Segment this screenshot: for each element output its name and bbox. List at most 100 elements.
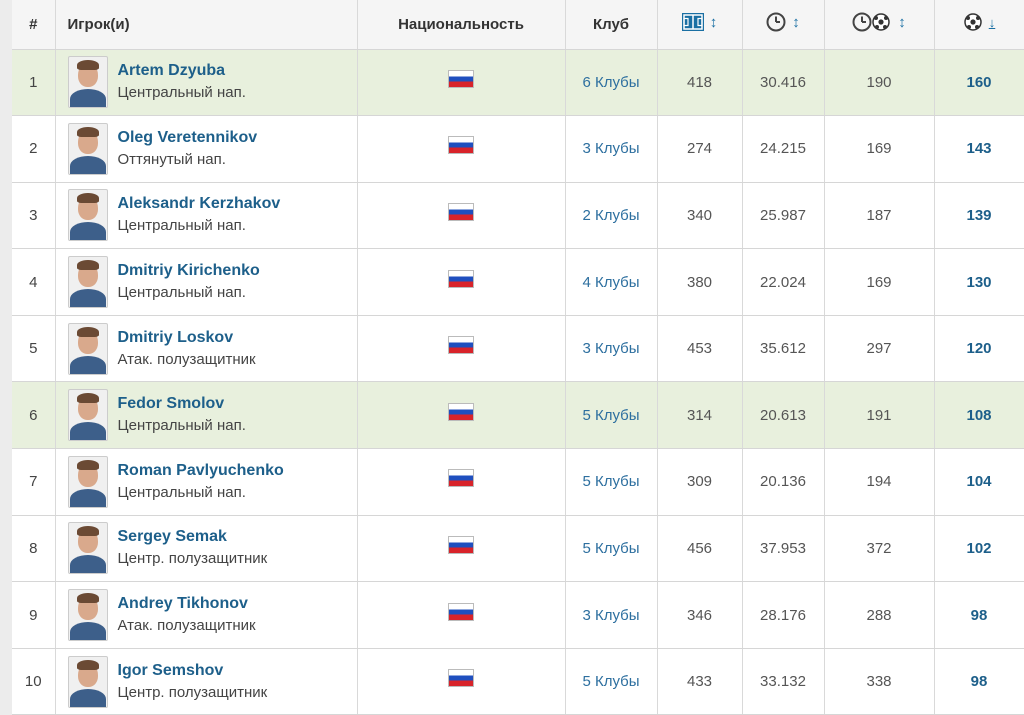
clubs-link[interactable]: 5 Клубы bbox=[582, 473, 640, 491]
goals-cell: 143 bbox=[934, 115, 1024, 183]
clubs-link[interactable]: 5 Клубы bbox=[582, 539, 640, 557]
minutes-per-goal-cell: 169 bbox=[824, 248, 935, 316]
sort-minutes-per-goal-header[interactable]: ↕ bbox=[824, 0, 935, 50]
minutes-cell: 20.136 bbox=[742, 448, 825, 516]
player-cell: Igor Semshov Центр. полузащитник bbox=[55, 648, 358, 715]
player-position: Атак. полузащитник bbox=[117, 617, 256, 635]
table-row: 2 Oleg Veretennikov Оттянутый нап. 3 Клу… bbox=[12, 115, 1024, 183]
goals-cell: 98 bbox=[934, 581, 1024, 649]
goals-cell: 108 bbox=[934, 381, 1024, 450]
nationality-cell bbox=[357, 182, 566, 250]
nationality-cell bbox=[357, 448, 566, 516]
rank-cell: 6 bbox=[12, 381, 56, 450]
sort-minutes-header[interactable]: ↕ bbox=[742, 0, 825, 50]
player-photo[interactable] bbox=[67, 122, 108, 175]
clubs-link[interactable]: 3 Клубы bbox=[582, 606, 640, 624]
table-row: 4 Dmitriy Kirichenko Центральный нап. 4 … bbox=[12, 248, 1024, 316]
player-photo[interactable] bbox=[67, 56, 108, 109]
minutes-per-goal-cell: 194 bbox=[824, 448, 935, 516]
player-cell: Andrey Tikhonov Атак. полузащитник bbox=[55, 581, 358, 649]
russia-flag-icon bbox=[448, 402, 474, 421]
player-photo[interactable] bbox=[67, 589, 108, 642]
player-position: Оттянутый нап. bbox=[117, 150, 226, 168]
top-scorers-table: # Игрок(и) Национальность Клуб ↕ bbox=[12, 0, 1024, 715]
russia-flag-icon bbox=[448, 203, 474, 222]
clock-icon bbox=[766, 12, 786, 32]
pitch-icon bbox=[681, 13, 704, 32]
player-position: Центральный нап. bbox=[117, 217, 246, 235]
player-name-link[interactable]: Aleksandr Kerzhakov bbox=[117, 195, 281, 213]
clubs-link[interactable]: 5 Клубы bbox=[582, 673, 640, 691]
apps-cell: 346 bbox=[657, 581, 743, 649]
sort-toggle-icon: ↕ bbox=[792, 13, 800, 31]
nationality-cell bbox=[357, 248, 566, 316]
player-photo[interactable] bbox=[67, 522, 108, 575]
clubs-link[interactable]: 3 Клубы bbox=[582, 340, 640, 358]
player-name-link[interactable]: Andrey Tikhonov bbox=[117, 595, 248, 613]
minutes-per-goal-cell: 288 bbox=[824, 581, 935, 649]
goals-cell: 98 bbox=[934, 648, 1024, 715]
sort-goals-header[interactable]: ↓ bbox=[934, 0, 1024, 50]
nationality-cell bbox=[357, 115, 566, 183]
player-name-link[interactable]: Fedor Smolov bbox=[117, 395, 225, 413]
rank-cell: 5 bbox=[12, 315, 56, 383]
club-cell: 5 Клубы bbox=[565, 648, 658, 715]
minutes-per-goal-cell: 191 bbox=[824, 381, 935, 450]
minutes-per-goal-cell: 169 bbox=[824, 115, 935, 183]
club-cell: 5 Клубы bbox=[565, 448, 658, 516]
goals-cell: 139 bbox=[934, 182, 1024, 250]
table-row: 10 Igor Semshov Центр. полузащитник 5 Кл… bbox=[12, 648, 1024, 715]
clubs-link[interactable]: 5 Клубы bbox=[582, 406, 640, 424]
minutes-cell: 28.176 bbox=[742, 581, 825, 649]
player-photo[interactable] bbox=[67, 389, 108, 442]
player-photo[interactable] bbox=[67, 189, 108, 242]
goals-cell: 102 bbox=[934, 515, 1024, 583]
clubs-link[interactable]: 4 Клубы bbox=[582, 273, 640, 291]
club-cell: 3 Клубы bbox=[565, 315, 658, 383]
club-header: Клуб bbox=[565, 0, 658, 50]
player-name-link[interactable]: Dmitriy Kirichenko bbox=[117, 262, 260, 280]
player-cell: Dmitriy Loskov Атак. полузащитник bbox=[55, 315, 358, 383]
minutes-cell: 20.613 bbox=[742, 381, 825, 450]
clubs-link[interactable]: 3 Клубы bbox=[582, 140, 640, 158]
player-name-link[interactable]: Igor Semshov bbox=[117, 661, 224, 679]
clubs-link[interactable]: 2 Клубы bbox=[582, 206, 640, 224]
russia-flag-icon bbox=[448, 469, 474, 488]
player-position: Центральный нап. bbox=[117, 417, 246, 435]
rank-cell: 9 bbox=[12, 581, 56, 649]
sort-apps-header[interactable]: ↕ bbox=[657, 0, 743, 50]
player-photo[interactable] bbox=[67, 455, 108, 508]
player-name-link[interactable]: Oleg Veretennikov bbox=[117, 128, 258, 146]
table-row: 1 Artem Dzyuba Центральный нап. 6 Клубы … bbox=[12, 49, 1024, 117]
rank-cell: 7 bbox=[12, 448, 56, 516]
minutes-per-goal-cell: 338 bbox=[824, 648, 935, 715]
rank-cell: 8 bbox=[12, 515, 56, 583]
player-photo[interactable] bbox=[67, 256, 108, 309]
player-cell: Dmitriy Kirichenko Центральный нап. bbox=[55, 248, 358, 316]
russia-flag-icon bbox=[448, 669, 474, 688]
minutes-per-goal-cell: 187 bbox=[824, 182, 935, 250]
table-row: 9 Andrey Tikhonov Атак. полузащитник 3 К… bbox=[12, 581, 1024, 649]
table-row: 6 Fedor Smolov Центральный нап. 5 Клубы … bbox=[12, 381, 1024, 450]
nationality-cell bbox=[357, 648, 566, 715]
player-name-link[interactable]: Dmitriy Loskov bbox=[117, 328, 234, 346]
rank-cell: 2 bbox=[12, 115, 56, 183]
apps-cell: 433 bbox=[657, 648, 743, 715]
minutes-cell: 24.215 bbox=[742, 115, 825, 183]
player-name-link[interactable]: Artem Dzyuba bbox=[117, 62, 226, 80]
rank-header: # bbox=[12, 0, 56, 50]
russia-flag-icon bbox=[448, 336, 474, 355]
player-photo[interactable] bbox=[67, 322, 108, 375]
clubs-link[interactable]: 6 Клубы bbox=[582, 73, 640, 91]
apps-cell: 274 bbox=[657, 115, 743, 183]
player-name-link[interactable]: Roman Pavlyuchenko bbox=[117, 461, 284, 479]
club-cell: 2 Клубы bbox=[565, 182, 658, 250]
player-photo[interactable] bbox=[67, 655, 108, 708]
apps-cell: 314 bbox=[657, 381, 743, 450]
minutes-per-goal-cell: 372 bbox=[824, 515, 935, 583]
sort-toggle-icon: ↕ bbox=[898, 13, 906, 31]
minutes-cell: 22.024 bbox=[742, 248, 825, 316]
player-name-link[interactable]: Sergey Semak bbox=[117, 528, 227, 546]
player-position: Центр. полузащитник bbox=[117, 683, 268, 701]
club-cell: 5 Клубы bbox=[565, 381, 658, 450]
